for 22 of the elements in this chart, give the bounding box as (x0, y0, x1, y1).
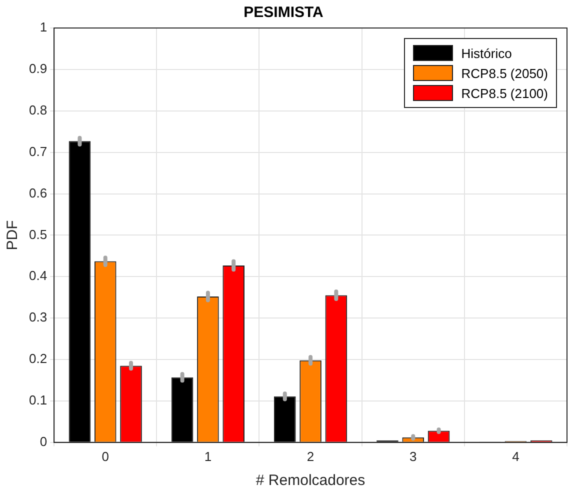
y-tick-label: 0.3 (28, 310, 48, 325)
y-tick-label: 0.5 (28, 226, 48, 242)
x-tick-label: 4 (512, 448, 520, 464)
y-tick-label: 1 (40, 20, 48, 35)
y-tick-label: 0.6 (28, 185, 48, 200)
x-tick-label: 0 (102, 448, 109, 464)
x-tick-label: 3 (410, 448, 417, 464)
x-axis-title: # Remolcadores (256, 472, 366, 490)
y-tick-label: 0.2 (28, 351, 48, 366)
y-tick-label: 0.9 (28, 61, 48, 76)
legend-label: RCP8.5 (2050) (461, 66, 548, 80)
y-tick-label: 0.1 (28, 392, 48, 408)
x-tick-label: 2 (306, 448, 314, 464)
x-tick-label: 1 (204, 448, 212, 464)
y-tick-label: 0.8 (28, 102, 48, 118)
y-tick-label: 0.4 (28, 268, 48, 284)
y-tick-label: 0 (40, 434, 48, 449)
y-tick-label: 0.7 (28, 144, 48, 159)
y-axis-title: PDF (4, 220, 22, 250)
chart-title: PESIMISTA (244, 4, 324, 22)
legend-label: Histórico (461, 46, 512, 60)
legend-label: RCP8.5 (2100) (461, 86, 548, 100)
